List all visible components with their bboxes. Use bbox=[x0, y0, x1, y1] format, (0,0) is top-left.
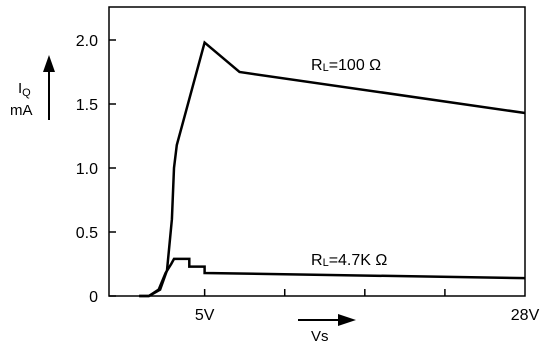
x-tick-label: 5V bbox=[195, 307, 215, 324]
y-tick-label: 0.5 bbox=[76, 225, 98, 242]
series-label-4700ohm-main: R bbox=[311, 252, 323, 269]
y-tick-label: 2.0 bbox=[76, 33, 98, 50]
series-label-100ohm-rest: =100 Ω bbox=[329, 57, 381, 74]
y-tick-label: 1.0 bbox=[76, 161, 98, 178]
y-axis-title-main: I bbox=[18, 80, 22, 97]
y-axis-title-sub: Q bbox=[22, 87, 31, 99]
series-label-100ohm-sub: L bbox=[323, 62, 329, 74]
y-axis-ticks: 0 0.5 1.0 1.5 2.0 bbox=[76, 33, 116, 306]
plot-frame bbox=[108, 6, 526, 297]
x-axis-title: Vs bbox=[311, 328, 329, 345]
series-label-100ohm-main: R bbox=[311, 57, 323, 74]
y-axis-unit: mA bbox=[10, 102, 33, 119]
y-tick-label: 0 bbox=[89, 289, 98, 306]
series-line-4700ohm bbox=[139, 257, 526, 298]
x-axis-ticks: 5V 28V bbox=[195, 289, 540, 324]
series-label-4700ohm-rest: =4.7K Ω bbox=[329, 252, 388, 269]
y-tick-label: 1.5 bbox=[76, 97, 98, 114]
series-label-100ohm: RL=100 Ω bbox=[311, 57, 381, 74]
x-tick-label: 28V bbox=[511, 307, 540, 324]
series-label-4700ohm-sub: L bbox=[323, 257, 329, 269]
series-label-4700ohm: RL=4.7K Ω bbox=[311, 252, 387, 269]
y-axis-arrow-head bbox=[43, 55, 55, 72]
series-lines bbox=[139, 40, 526, 298]
y-axis-title: IQ bbox=[18, 80, 31, 99]
x-axis-arrow-head bbox=[338, 314, 356, 326]
